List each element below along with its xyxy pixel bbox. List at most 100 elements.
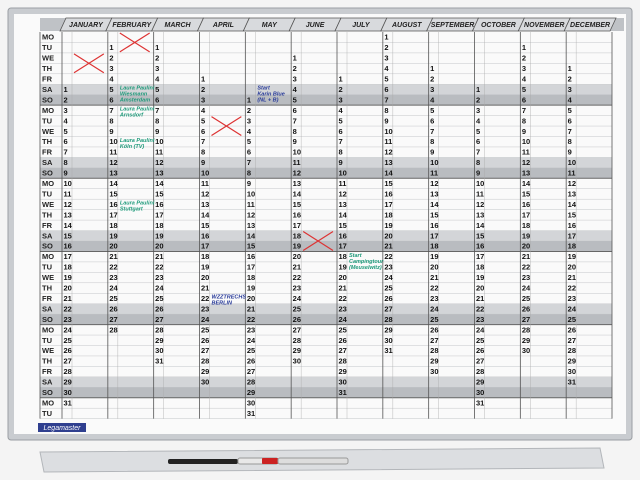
weekend-row (40, 314, 612, 325)
day-number: 17 (430, 231, 438, 240)
day-number: 24 (384, 273, 393, 282)
weekday-label: WE (42, 200, 54, 209)
day-number: 13 (384, 158, 392, 167)
day-number: 28 (522, 325, 530, 334)
day-number: 12 (201, 189, 209, 198)
day-number: 4 (476, 116, 481, 125)
note-text: (Meuselwitz) (349, 265, 382, 271)
day-number: 16 (293, 210, 301, 219)
day-number: 22 (293, 273, 301, 282)
day-number: 3 (109, 64, 113, 73)
brand-badge (38, 423, 86, 432)
day-number: 21 (430, 273, 438, 282)
day-number: 17 (64, 252, 72, 261)
day-number: 9 (476, 169, 480, 178)
day-number: 17 (476, 252, 484, 261)
weekday-label: TU (42, 116, 52, 125)
day-number: 9 (64, 169, 68, 178)
day-number: 19 (384, 221, 392, 230)
month-name: SEPTEMBER (431, 22, 475, 29)
weekend-row (40, 94, 612, 106)
day-number: 19 (476, 273, 484, 282)
weekday-label: SA (42, 231, 53, 240)
day-number: 16 (522, 200, 530, 209)
day-number: 15 (247, 242, 255, 251)
day-number: 24 (201, 315, 210, 324)
day-number: 10 (339, 169, 347, 178)
day-number: 10 (430, 158, 438, 167)
day-number: 1 (293, 54, 297, 63)
day-number: 9 (339, 158, 343, 167)
day-number: 26 (339, 336, 347, 345)
month-name: JUNE (306, 22, 325, 29)
weekday-label: MO (42, 33, 54, 42)
day-number: 27 (384, 304, 392, 313)
day-number: 13 (339, 200, 347, 209)
day-number: 1 (64, 85, 68, 94)
day-number: 29 (201, 367, 209, 376)
day-number: 12 (64, 200, 72, 209)
day-number: 15 (155, 189, 163, 198)
day-number: 24 (522, 284, 531, 293)
day-number: 16 (339, 231, 347, 240)
day-number: 11 (293, 158, 301, 167)
day-number: 5 (522, 85, 526, 94)
day-number: 11 (522, 148, 530, 157)
day-number: 18 (155, 221, 163, 230)
day-number: 22 (155, 263, 163, 272)
cross-mark (211, 116, 242, 137)
day-number: 17 (201, 242, 209, 251)
note-text: Laura Paulini (120, 201, 155, 207)
day-number: 19 (339, 263, 347, 272)
day-number: 9 (201, 158, 205, 167)
day-number: 19 (568, 252, 576, 261)
day-number: 17 (109, 210, 117, 219)
day-number: 31 (155, 357, 163, 366)
day-number: 2 (384, 43, 388, 52)
day-number: 28 (64, 367, 72, 376)
day-number: 25 (247, 346, 255, 355)
weekday-label: FR (42, 367, 53, 376)
day-number: 3 (64, 106, 68, 115)
board-surface (14, 14, 626, 434)
day-number: 13 (247, 221, 255, 230)
day-number: 14 (476, 221, 485, 230)
day-number: 21 (109, 252, 117, 261)
marker-red (277, 457, 349, 465)
day-number: 15 (568, 210, 576, 219)
month-name: APRIL (212, 22, 234, 29)
weekday-label: MO (42, 325, 54, 334)
day-number: 13 (568, 189, 576, 198)
day-number: 7 (339, 137, 343, 146)
day-number: 13 (109, 169, 117, 178)
day-number: 24 (430, 304, 439, 313)
day-number: 2 (201, 85, 205, 94)
day-number: 17 (247, 263, 255, 272)
day-number: 5 (155, 85, 159, 94)
day-number: 29 (339, 367, 347, 376)
day-number: 31 (384, 346, 392, 355)
day-number: 20 (201, 273, 209, 282)
day-number: 16 (201, 231, 209, 240)
day-number: 23 (109, 273, 117, 282)
day-number: 7 (430, 127, 434, 136)
day-number: 4 (384, 64, 389, 73)
day-number: 23 (339, 304, 347, 313)
day-number: 8 (109, 116, 113, 125)
day-number: 19 (155, 231, 163, 240)
day-number: 25 (155, 294, 163, 303)
day-number: 24 (64, 325, 73, 334)
day-number: 26 (568, 325, 576, 334)
day-number: 30 (476, 388, 484, 397)
note-text: Arnsdorf (119, 113, 144, 119)
day-number: 9 (568, 148, 572, 157)
day-number: 14 (247, 231, 256, 240)
day-number: 21 (476, 294, 484, 303)
day-number: 9 (384, 116, 388, 125)
day-number: 16 (155, 200, 163, 209)
day-number: 1 (384, 33, 388, 42)
day-number: 20 (247, 294, 255, 303)
day-number: 10 (293, 148, 301, 157)
day-number: 19 (247, 284, 255, 293)
